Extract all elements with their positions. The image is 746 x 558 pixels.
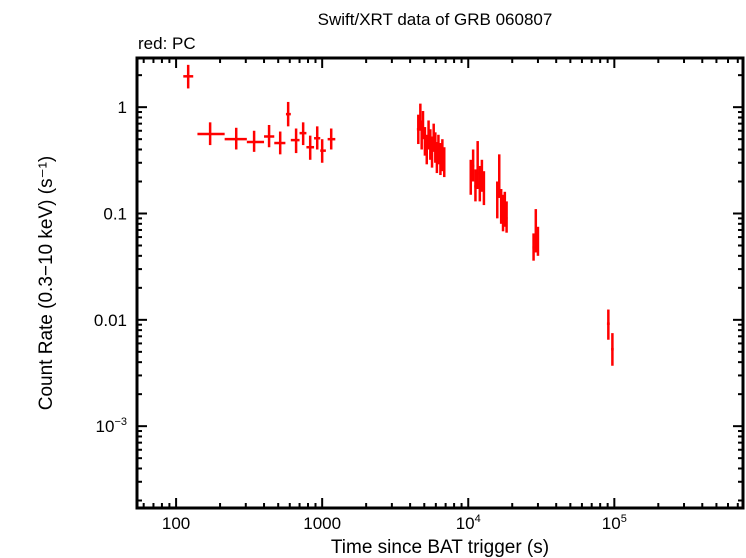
data-point	[290, 128, 300, 154]
data-point	[197, 122, 225, 146]
data-point	[419, 103, 422, 131]
data-point	[274, 131, 286, 155]
y-tick-label: 10−3	[96, 416, 127, 436]
data-point	[183, 64, 194, 89]
data-point	[536, 226, 540, 256]
data-point	[306, 135, 315, 160]
data-point	[314, 126, 321, 150]
plot-frame	[135, 56, 745, 510]
data-point	[474, 169, 477, 202]
data-point	[505, 201, 508, 233]
data-point	[437, 134, 440, 165]
chart-title: Swift/XRT data of GRB 060807	[318, 10, 553, 29]
chart-subtitle: red: PC	[138, 34, 196, 53]
data-point	[482, 171, 486, 206]
y-axis-label: Count Rate (0.3−10 keV) (s⁻¹)	[36, 156, 57, 411]
data-point	[534, 209, 538, 253]
y-tick-label: 0.1	[103, 205, 127, 224]
x-tick-label: 104	[456, 513, 481, 533]
data-point	[499, 188, 503, 224]
data-point	[476, 141, 479, 189]
data-point	[441, 139, 444, 172]
data-point	[611, 333, 614, 366]
data-point	[503, 191, 507, 227]
data-point	[439, 143, 442, 176]
data-point	[496, 181, 499, 219]
data-point	[285, 101, 291, 127]
data-point	[224, 127, 247, 150]
x-tick-label: 105	[602, 513, 627, 533]
data-point	[246, 130, 265, 152]
data-point	[327, 128, 336, 150]
data-point	[320, 139, 326, 163]
data-point	[497, 154, 501, 198]
x-tick-label: 100	[162, 514, 190, 533]
data-point	[442, 147, 446, 178]
data-point	[471, 149, 475, 182]
y-tick-label: 0.01	[94, 311, 127, 330]
data-marks	[183, 64, 614, 366]
data-point	[299, 122, 307, 146]
data-point	[264, 124, 275, 148]
data-point	[606, 309, 610, 340]
y-tick-label: 1	[118, 98, 127, 117]
data-point	[478, 165, 482, 202]
data-point	[532, 233, 535, 261]
data-point	[480, 159, 484, 192]
x-axis-label: Time since BAT trigger (s)	[331, 537, 549, 558]
data-point	[501, 194, 505, 232]
x-tick-label: 1000	[303, 514, 341, 533]
data-point	[469, 159, 472, 195]
data-point	[421, 111, 425, 140]
data-point	[423, 127, 427, 156]
